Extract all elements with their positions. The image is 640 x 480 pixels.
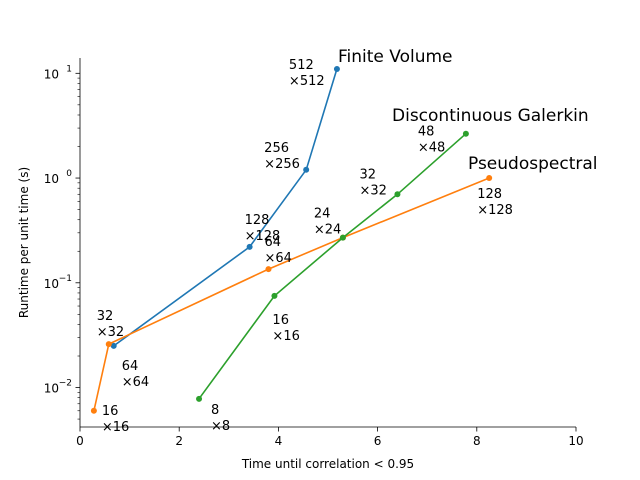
point-annotation-line2: ×16	[272, 329, 299, 344]
point-annotation-line2: ×512	[289, 74, 325, 89]
data-point	[196, 395, 203, 402]
point-annotation-line2: ×256	[264, 157, 300, 172]
point-annotation-line1: 128	[245, 213, 270, 228]
point-annotation-line2: ×128	[245, 229, 281, 244]
data-point	[486, 175, 493, 182]
point-annotation-line2: ×8	[211, 419, 230, 434]
point-annotation: 32×32	[97, 309, 124, 340]
data-point	[105, 341, 112, 348]
point-annotation-line1: 24	[314, 207, 331, 222]
y-tick-label: 10	[44, 382, 59, 396]
point-annotation-line1: 64	[122, 359, 139, 374]
point-annotation-line2: ×64	[264, 251, 291, 266]
y-tick-label: 10	[44, 67, 59, 81]
point-annotation-line2: ×32	[97, 325, 124, 340]
point-annotation-line1: 16	[272, 313, 289, 328]
x-tick-label: 4	[275, 434, 283, 448]
y-tick-exponent: 1	[66, 64, 72, 74]
point-annotation-line1: 256	[264, 141, 289, 156]
x-tick-label: 10	[568, 434, 583, 448]
series-title: Pseudospectral	[468, 154, 597, 174]
series-title: Discontinuous Galerkin	[392, 106, 589, 126]
point-annotation: 32×32	[359, 167, 386, 198]
point-annotation: 256×256	[264, 141, 300, 172]
x-tick-label: 8	[473, 434, 481, 448]
point-annotation: 24×24	[314, 207, 341, 238]
point-annotation: 128×128	[245, 213, 281, 244]
x-tick-label: 2	[175, 434, 183, 448]
y-tick-exponent: −2	[59, 379, 72, 389]
point-annotation: 48×48	[418, 125, 445, 156]
data-point	[303, 166, 310, 173]
data-point	[110, 342, 117, 349]
data-point	[90, 407, 97, 414]
point-annotation: 64×64	[122, 359, 149, 390]
y-tick-label: 10	[44, 172, 59, 186]
point-annotation-line1: 16	[102, 404, 119, 419]
point-annotation: 64×64	[264, 235, 291, 266]
point-annotation-line1: 32	[97, 309, 114, 324]
point-annotation: 16×16	[272, 313, 299, 344]
series-layer	[90, 65, 493, 414]
point-annotation: 128×128	[477, 187, 513, 218]
series-title: Finite Volume	[338, 47, 453, 67]
series-line	[198, 133, 467, 400]
point-annotation-line2: ×32	[359, 183, 386, 198]
data-point	[246, 243, 253, 250]
point-annotation-line1: 128	[477, 187, 502, 202]
point-annotation: 16×16	[102, 404, 129, 435]
point-annotation: 8×8	[211, 403, 230, 434]
data-point	[265, 266, 272, 273]
y-tick-label: 10	[44, 277, 59, 291]
point-annotation-line1: 48	[418, 125, 435, 140]
data-point	[462, 130, 469, 137]
point-annotation-line2: ×16	[102, 420, 129, 435]
x-axis-label: Time until correlation < 0.95	[241, 457, 414, 471]
data-point	[333, 65, 340, 72]
annotation-layer: 64×64128×128256×256512×51216×1632×3264×6…	[97, 47, 598, 435]
x-tick-label: 0	[76, 434, 84, 448]
point-annotation-line1: 8	[211, 403, 219, 418]
data-point	[394, 191, 401, 198]
point-annotation: 512×512	[289, 58, 325, 89]
point-annotation-line2: ×128	[477, 203, 513, 218]
y-tick-exponent: −1	[59, 274, 72, 284]
x-tick-label: 6	[374, 434, 382, 448]
series-line	[93, 177, 490, 411]
point-annotation-line2: ×64	[122, 375, 149, 390]
point-annotation-line1: 32	[359, 167, 376, 182]
y-tick-exponent: 0	[66, 169, 72, 179]
point-annotation-line1: 64	[264, 235, 281, 250]
point-annotation-line2: ×48	[418, 141, 445, 156]
y-axis-label: Runtime per unit time (s)	[17, 167, 31, 318]
point-annotation-line1: 512	[289, 58, 314, 73]
data-point	[339, 234, 346, 241]
point-annotation-line2: ×24	[314, 223, 341, 238]
data-point	[271, 292, 278, 299]
series-line	[113, 68, 338, 347]
